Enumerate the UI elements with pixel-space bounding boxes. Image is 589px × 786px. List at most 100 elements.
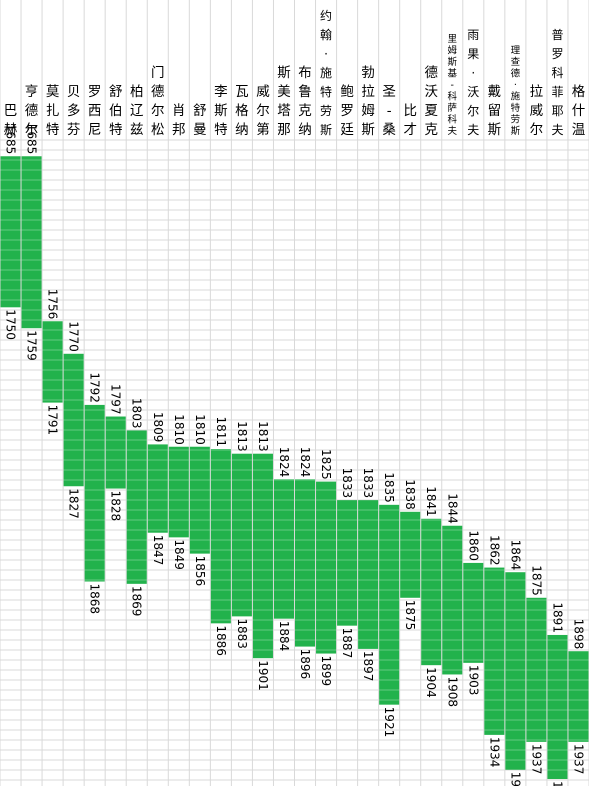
start-year-label: 1803 — [130, 398, 144, 429]
start-year-label: 1838 — [403, 479, 417, 510]
bar — [126, 430, 147, 584]
end-year-label: 1868 — [88, 584, 102, 615]
category-label: 舒伯特 — [109, 84, 123, 138]
bar — [168, 446, 189, 538]
category-label: 威尔第 — [256, 84, 270, 138]
end-year-label: 1886 — [214, 625, 228, 656]
category-label: 瓦格纳 — [235, 84, 249, 138]
start-year-label: 1797 — [109, 384, 123, 415]
bar — [463, 562, 484, 663]
category-label: 肖邦 — [172, 103, 186, 138]
category-label: 巴赫 — [4, 103, 18, 138]
category-label: 李斯特 — [214, 84, 228, 138]
end-year-label: 1828 — [109, 491, 123, 522]
bar — [505, 572, 526, 770]
bar — [568, 651, 589, 742]
category-label: 戴留斯 — [488, 84, 502, 138]
category-label: 罗西尼 — [88, 84, 102, 138]
category-label: 比才 — [403, 103, 417, 138]
bar — [42, 321, 63, 403]
start-year-label: 1811 — [214, 417, 228, 448]
category-label: 圣-桑 — [382, 84, 396, 138]
bar — [105, 416, 126, 489]
category-label: 贝多芬 — [67, 84, 81, 138]
end-year-label: 1759 — [25, 330, 39, 361]
start-year-label: 1824 — [298, 447, 312, 478]
start-year-label: 1833 — [340, 468, 354, 499]
end-year-label: 1934 — [487, 737, 501, 768]
start-year-label: 1898 — [571, 619, 585, 650]
end-year-label: 1869 — [130, 586, 144, 617]
start-year-label: 1756 — [46, 289, 60, 320]
start-year-label: 1875 — [529, 565, 543, 596]
category-label: 斯美塔那 — [277, 65, 291, 138]
bar — [484, 567, 505, 735]
end-year-label: 1750 — [4, 309, 18, 340]
category-label: 里姆斯基-科萨科夫 — [448, 34, 458, 137]
bar — [295, 479, 316, 647]
category-label: 德沃夏克 — [424, 65, 438, 138]
end-year-label: 1896 — [298, 649, 312, 680]
end-year-label: 1883 — [235, 618, 249, 649]
bar — [358, 500, 379, 649]
bar — [379, 504, 400, 705]
bar — [316, 481, 337, 654]
start-year-label: 1685 — [4, 124, 18, 155]
bar — [273, 479, 294, 619]
category-label: 格什温 — [572, 84, 586, 138]
category-label: 拉威尔 — [530, 84, 544, 138]
start-year-label: 1810 — [172, 414, 186, 445]
start-year-label: 1810 — [193, 414, 207, 445]
start-year-label: 1813 — [235, 421, 249, 452]
category-label: 莫扎特 — [46, 84, 60, 138]
bar — [21, 156, 42, 329]
start-year-label: 1825 — [319, 449, 333, 480]
end-year-label: 1856 — [193, 556, 207, 587]
start-year-label: 1891 — [550, 602, 564, 633]
bar — [337, 500, 358, 626]
bar — [421, 518, 442, 666]
start-year-label: 1841 — [424, 486, 438, 517]
category-label: 理查德·施特劳斯 — [511, 46, 521, 138]
start-year-label: 1833 — [361, 468, 375, 499]
end-year-label: 1897 — [361, 651, 375, 682]
bar — [547, 634, 568, 780]
bar — [231, 453, 252, 617]
category-label: 亨德尔 — [25, 83, 39, 138]
category-label: 鲍罗廷 — [340, 84, 354, 138]
bar — [210, 449, 231, 624]
end-year-label: 1887 — [340, 628, 354, 659]
start-year-label: 1844 — [445, 493, 459, 524]
bar — [84, 404, 105, 582]
start-year-label: 1864 — [508, 540, 522, 571]
end-year-label: 1847 — [151, 535, 165, 566]
end-year-label: 1908 — [445, 676, 459, 707]
start-year-label: 1792 — [88, 372, 102, 403]
category-label: 普罗科菲耶夫 — [551, 28, 563, 137]
start-year-label: 1824 — [277, 447, 291, 478]
end-year-label: 1849 — [172, 539, 186, 570]
end-year-label: 1921 — [382, 707, 396, 738]
bars — [0, 156, 589, 780]
category-label: 舒曼 — [193, 103, 207, 138]
end-year-label: 1899 — [319, 656, 333, 687]
start-year-label: 1809 — [151, 412, 165, 443]
start-year-label: 1770 — [67, 321, 81, 352]
start-year-label: 1835 — [382, 472, 396, 503]
end-year-label: 1901 — [256, 660, 270, 691]
start-year-label: 1685 — [25, 124, 39, 155]
category-label: 雨果·沃尔夫 — [467, 28, 479, 137]
bar — [400, 511, 421, 598]
end-year-label: 1904 — [424, 667, 438, 698]
end-year-label: 1937 — [529, 744, 543, 775]
category-label: 勃拉姆斯 — [361, 65, 375, 138]
end-year-label: 1884 — [277, 621, 291, 652]
category-label: 柏辽兹 — [130, 84, 144, 138]
end-year-label: 1937 — [571, 744, 585, 775]
end-year-label: 1791 — [46, 405, 60, 436]
start-year-label: 1813 — [256, 421, 270, 452]
end-year-label: 1953 — [550, 781, 564, 786]
start-year-label: 1860 — [466, 530, 480, 561]
category-label: 门德尔松 — [151, 65, 165, 138]
